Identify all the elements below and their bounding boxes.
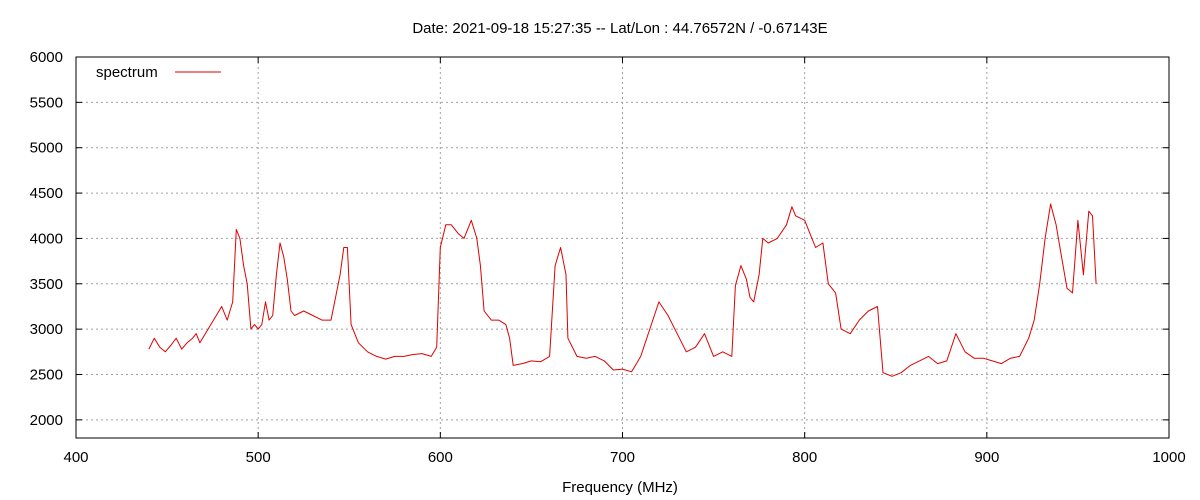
- y-tick-label: 4000: [30, 230, 63, 247]
- series-layer: [148, 203, 1097, 377]
- series-line-spectrum: [148, 203, 1097, 377]
- y-tick-label: 5000: [30, 140, 63, 157]
- x-tick-label: 1000: [1152, 449, 1185, 466]
- y-tick-label: 6000: [30, 49, 63, 66]
- x-tick-label: 900: [974, 449, 999, 466]
- y-tick-label: 3000: [30, 321, 63, 338]
- y-tick-label: 5500: [30, 94, 63, 111]
- x-tick-label: 700: [610, 449, 635, 466]
- y-tick-label: 3500: [30, 276, 63, 293]
- x-tick-label: 400: [63, 449, 88, 466]
- legend-label: spectrum: [96, 64, 158, 81]
- y-tick-label: 2500: [30, 367, 63, 384]
- axis-ticks: 400 500 600 700 800 900 1000 2000 2500 3000 3500 40…: [30, 49, 1186, 466]
- chart-title: Date: 2021-09-18 15:27:35 -- Lat/Lon : 4…: [412, 20, 827, 37]
- x-axis-label: Frequency (MHz): [562, 479, 678, 496]
- x-tick-label: 500: [246, 449, 271, 466]
- y-tick-label: 4500: [30, 185, 63, 202]
- x-tick-label: 800: [792, 449, 817, 466]
- y-tick-label: 2000: [30, 412, 63, 429]
- legend: spectrum: [96, 64, 221, 81]
- x-tick-label: 600: [428, 449, 453, 466]
- grid-lines: [76, 57, 1169, 438]
